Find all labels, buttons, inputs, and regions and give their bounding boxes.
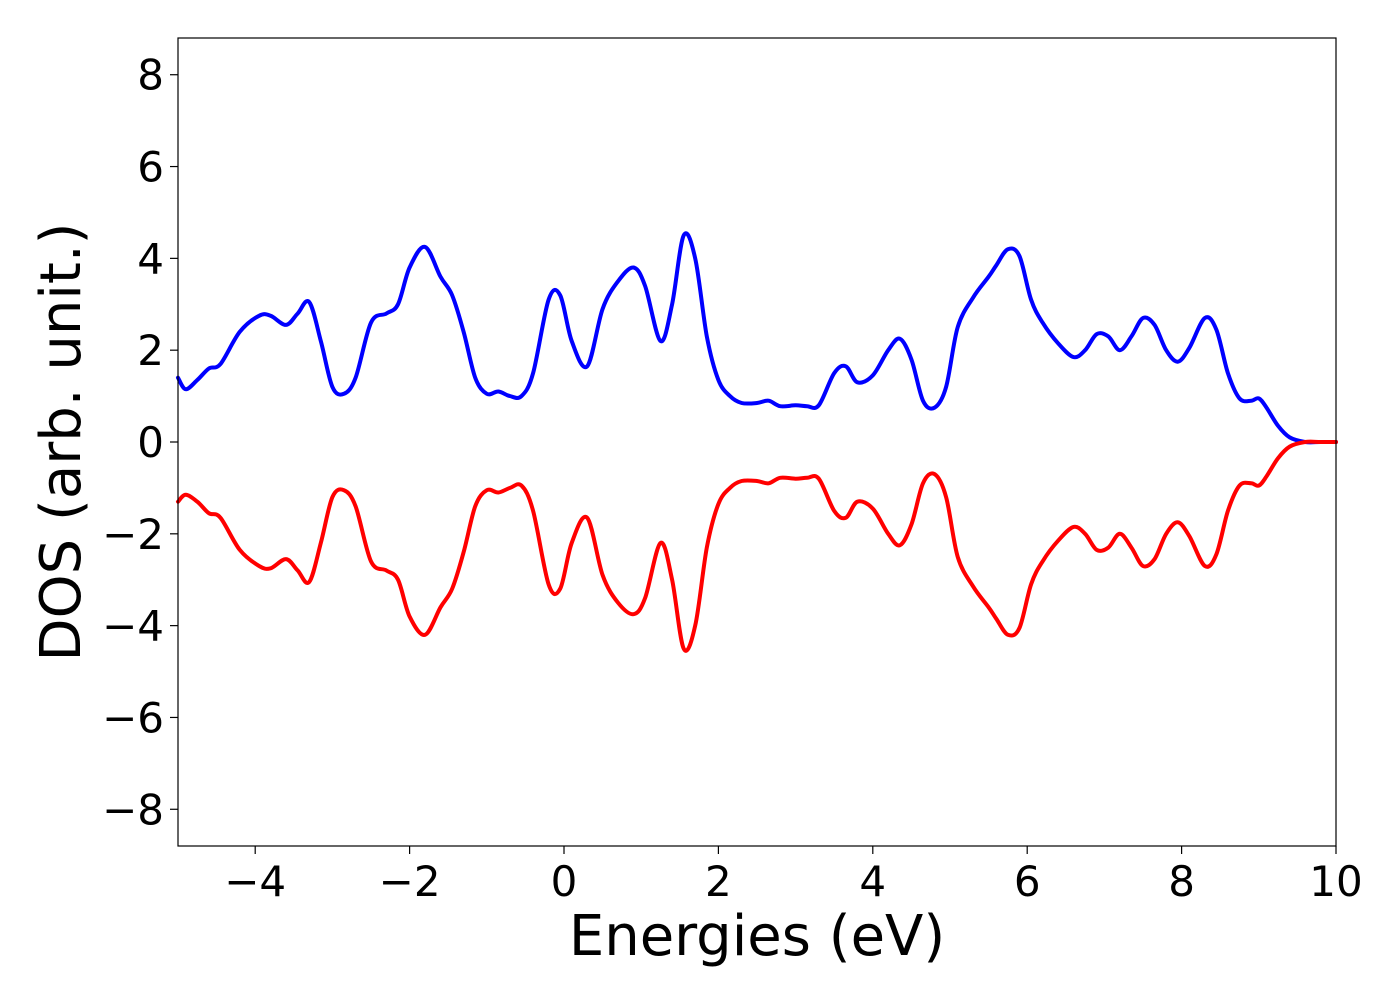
x-tick-label: 0	[551, 857, 578, 906]
x-tick-label: 10	[1309, 857, 1362, 906]
x-tick-label: −2	[379, 857, 441, 906]
plot-area: −4 −2 0 2 4 6 8 10 8 6 4 2 0 −2 −4 −6 −8	[102, 37, 1363, 906]
y-tick-label: −8	[102, 785, 164, 834]
x-tick-label: 6	[1014, 857, 1041, 906]
y-tick-label: −2	[102, 510, 164, 559]
plot-frame	[177, 37, 1337, 847]
y-axis-title: DOS (arb. unit.)	[29, 222, 94, 661]
y-tick-label: 0	[137, 418, 164, 467]
y-tick-label: 6	[137, 143, 164, 192]
x-axis-title: Energies (eV)	[569, 904, 945, 969]
x-tick-label: 2	[705, 857, 732, 906]
y-tick-label: 8	[137, 51, 164, 100]
spin-down-line	[176, 439, 1338, 653]
y-tick-label: −4	[102, 602, 164, 651]
x-tick-label: −4	[224, 857, 286, 906]
x-axis: −4 −2 0 2 4 6 8 10	[224, 846, 1363, 906]
spin-up-line	[176, 231, 1338, 445]
y-tick-label: −6	[102, 693, 164, 742]
y-tick-label: 2	[137, 326, 164, 375]
y-tick-label: 4	[137, 234, 164, 283]
y-axis: 8 6 4 2 0 −2 −4 −6 −8	[102, 51, 178, 834]
x-tick-label: 4	[859, 857, 886, 906]
x-tick-label: 8	[1168, 857, 1195, 906]
series-layer	[176, 231, 1338, 653]
